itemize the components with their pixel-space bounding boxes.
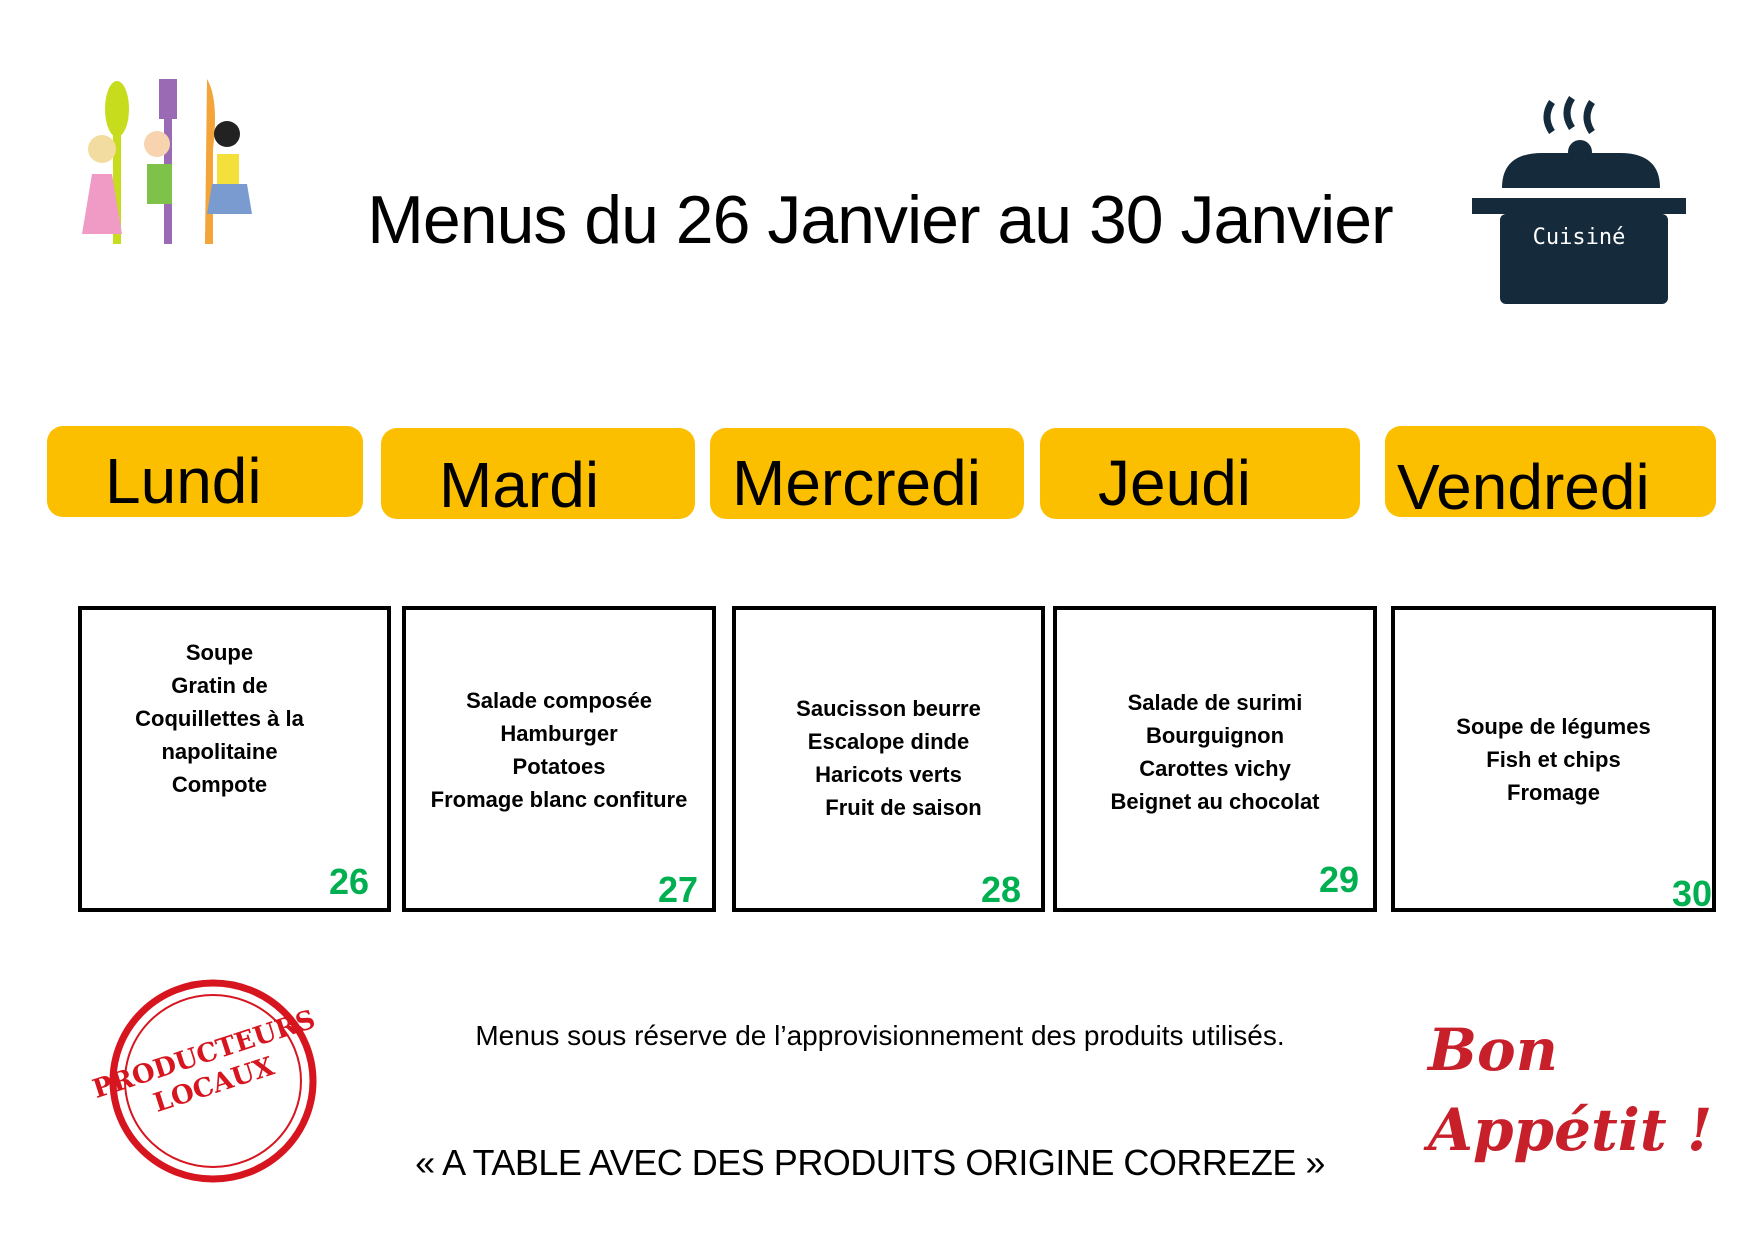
- menu-items: Salade composée Hamburger Potatoes Fromage …: [430, 688, 688, 812]
- menu-box-mercredi: Saucisson beurre Escalope dinde Haricots v…: [732, 606, 1045, 912]
- producteurs-locaux-stamp: PRODUCTEURS LOCAUX: [73, 978, 345, 1183]
- date-number: 27: [657, 869, 698, 910]
- supply-disclaimer: Menus sous réserve de l’approvisionnemen…: [475, 1020, 1285, 1051]
- day-header-jeudi: Jeudi: [1040, 428, 1360, 519]
- menu-items: Soupe Gratin de Coquillettes à la napolitai…: [135, 640, 304, 797]
- menu-box-jeudi: Salade de surimi Bourguignon Carottes vich…: [1053, 606, 1377, 912]
- menu-box-vendredi: Soupe de légumes Fish et chips Fromage 30: [1391, 606, 1716, 914]
- slogan: « A TABLE AVEC DES PRODUITS ORIGINE CORR…: [415, 1142, 1325, 1183]
- date-number: 30: [1671, 873, 1712, 914]
- day-header-mardi: Mardi: [381, 428, 695, 521]
- menu-box-mardi: Salade composée Hamburger Potatoes Fromage …: [402, 606, 716, 912]
- day-header-vendredi: Vendredi: [1385, 426, 1716, 523]
- menu-items: Saucisson beurre Escalope dinde Haricots v…: [796, 696, 982, 820]
- day-header-mercredi: Mercredi: [710, 428, 1024, 519]
- menu-items: Soupe de légumes Fish et chips Fromage: [1456, 714, 1651, 805]
- date-number: 26: [328, 861, 369, 902]
- pot-label: Cuisiné: [1532, 225, 1626, 250]
- kids-cutlery-illustration: [82, 79, 252, 244]
- menu-box-lundi: Soupe Gratin de Coquillettes à la napolitai…: [78, 606, 391, 912]
- date-number: 28: [980, 869, 1021, 910]
- menu-items: Salade de surimi Bourguignon Carottes vich…: [1110, 690, 1320, 814]
- page-title: Menus du 26 Janvier au 30 Janvier: [367, 182, 1393, 258]
- bon-appetit-logo: Bon Appétit !: [1428, 1016, 1713, 1164]
- day-header-lundi: Lundi: [47, 426, 363, 517]
- cooking-pot-icon: Cuisiné: [1472, 90, 1686, 306]
- date-number: 29: [1318, 859, 1359, 900]
